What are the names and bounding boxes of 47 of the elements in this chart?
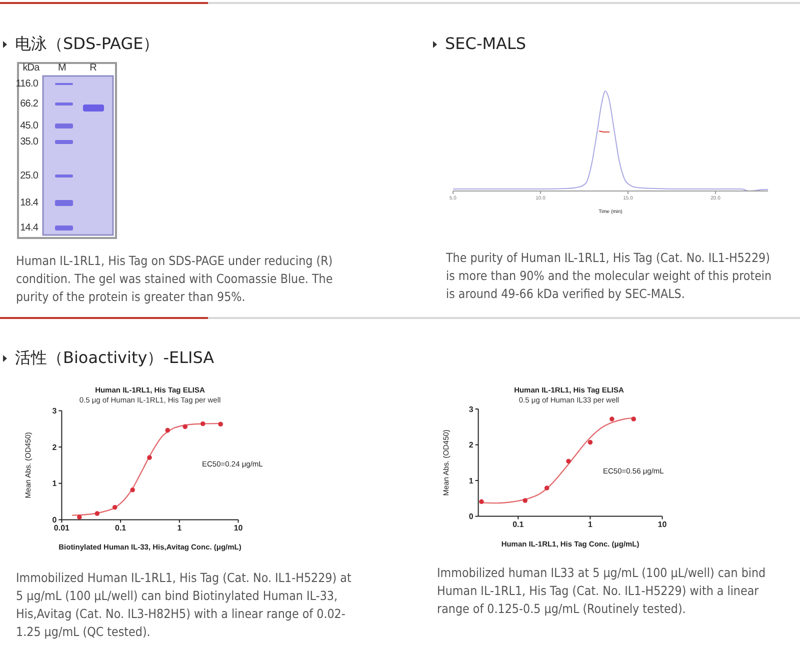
point bbox=[610, 416, 614, 422]
text: M bbox=[58, 62, 66, 74]
text: 66.2 bbox=[20, 98, 38, 110]
text: 45.0 bbox=[20, 120, 38, 132]
point bbox=[218, 422, 223, 427]
x-tick-label: 0.1 bbox=[115, 523, 127, 532]
x-tick-label: 0.1 bbox=[512, 520, 524, 529]
text: Human IL-1RL1, His Tag on SDS-PAGE under reducing (R) condition. The gel was stained with Coomassie Blue. The purity of the protein is greater than 95%. bbox=[16, 252, 334, 306]
text: 活性（Bioactivity）-ELISA bbox=[15, 348, 214, 368]
point bbox=[147, 455, 152, 460]
y-tick-label: 2 bbox=[468, 440, 474, 450]
text: 25.0 bbox=[20, 170, 38, 182]
text: kDa bbox=[22, 62, 40, 74]
y-tick-label: 1 bbox=[52, 479, 58, 488]
text: 35.0 bbox=[20, 136, 38, 148]
point bbox=[522, 498, 528, 503]
point bbox=[165, 428, 170, 433]
point bbox=[130, 488, 135, 492]
point bbox=[182, 424, 188, 430]
x-tick-label: 10 bbox=[234, 523, 244, 532]
x-tick-label: 1 bbox=[588, 520, 593, 529]
point bbox=[631, 416, 636, 422]
point bbox=[112, 504, 118, 510]
text: 18.4 bbox=[20, 197, 38, 209]
text: The purity of Human IL-1RL1, His Tag (Cat. No. IL1-H5229) is more than 90% and the molecular weight of this protein is around 49-66 kDa verified by SEC-MALS. bbox=[446, 249, 773, 303]
y-tick-label: 1 bbox=[468, 476, 474, 486]
x-tick-label: 10 bbox=[658, 520, 668, 529]
y-tick-label: 3 bbox=[468, 404, 474, 414]
text: R bbox=[90, 62, 96, 74]
point bbox=[566, 458, 571, 464]
point bbox=[588, 440, 593, 445]
text: Immobilized human IL33 at 5 μg/mL (100 μL/well) can bind Human IL-1RL1, His Tag (Cat. No. IL1-H5229) with a linear range of 0.125-0.5 μg/mL (Routinely tested). bbox=[437, 564, 767, 618]
point bbox=[77, 514, 82, 520]
text: 116.0 bbox=[16, 78, 38, 90]
x-tick-label: 0.01 bbox=[54, 523, 70, 532]
chart-title: SEC-MALS bbox=[445, 34, 526, 54]
y-tick-label: 0 bbox=[52, 516, 58, 525]
point bbox=[544, 486, 550, 490]
x-tick-label: 1 bbox=[177, 523, 182, 532]
point bbox=[94, 511, 100, 516]
text: 14.4 bbox=[20, 222, 38, 234]
y-tick-label: 2 bbox=[52, 442, 58, 452]
y-tick-label: 3 bbox=[52, 406, 58, 416]
text: 电泳（SDS-PAGE） bbox=[15, 34, 160, 54]
y-tick-label: 0 bbox=[468, 512, 474, 522]
text: Immobilized Human IL-1RL1, His Tag (Cat. No. IL1-H5229) at 5 μg/mL (100 μL/well) can bind Biotinylated Human IL-33, His,Avitag (Cat. No. IL3-H82H5) with a linear range of 0.02-1.25 μg/mL (QC tested). bbox=[16, 569, 352, 641]
point bbox=[200, 421, 206, 426]
